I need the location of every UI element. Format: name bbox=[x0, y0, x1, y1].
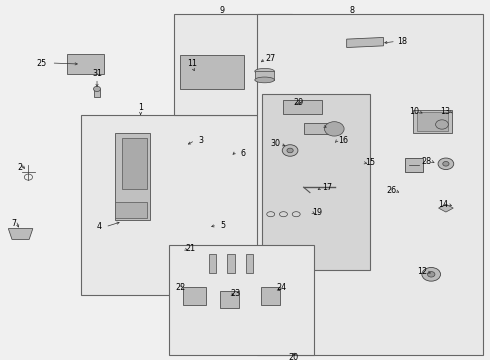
Circle shape bbox=[94, 86, 100, 91]
Ellipse shape bbox=[255, 77, 274, 83]
Text: 8: 8 bbox=[349, 5, 354, 14]
Bar bbox=[81, 115, 267, 295]
Text: 30: 30 bbox=[270, 139, 280, 148]
Text: 3: 3 bbox=[198, 136, 203, 145]
Text: 7: 7 bbox=[11, 219, 16, 228]
Bar bbox=[262, 94, 370, 270]
Text: 18: 18 bbox=[397, 37, 407, 46]
Text: 13: 13 bbox=[440, 107, 450, 116]
Text: 6: 6 bbox=[240, 148, 245, 158]
Bar bbox=[227, 253, 235, 274]
Text: 12: 12 bbox=[417, 267, 427, 276]
Text: 25: 25 bbox=[37, 58, 47, 68]
Polygon shape bbox=[8, 229, 33, 239]
Text: 21: 21 bbox=[185, 244, 195, 253]
Bar bbox=[416, 112, 448, 131]
Text: 24: 24 bbox=[277, 284, 287, 292]
Bar bbox=[255, 71, 274, 80]
Text: 15: 15 bbox=[365, 158, 375, 167]
Ellipse shape bbox=[255, 68, 274, 74]
Bar bbox=[180, 55, 244, 89]
Bar bbox=[115, 202, 147, 218]
Text: 16: 16 bbox=[338, 136, 348, 145]
Circle shape bbox=[287, 148, 293, 153]
Polygon shape bbox=[347, 37, 383, 48]
Text: 29: 29 bbox=[294, 98, 304, 107]
Text: 22: 22 bbox=[175, 284, 185, 292]
Circle shape bbox=[427, 271, 435, 277]
Bar bbox=[169, 245, 314, 355]
Bar bbox=[246, 253, 253, 274]
Text: 4: 4 bbox=[97, 222, 101, 231]
Circle shape bbox=[422, 267, 441, 281]
Bar bbox=[174, 14, 292, 115]
Text: 10: 10 bbox=[409, 107, 419, 116]
Text: 28: 28 bbox=[421, 157, 431, 166]
Bar bbox=[183, 287, 206, 305]
Bar bbox=[67, 54, 104, 74]
Circle shape bbox=[438, 158, 454, 170]
Bar bbox=[209, 253, 216, 274]
Text: 17: 17 bbox=[322, 183, 332, 192]
Text: 23: 23 bbox=[230, 289, 240, 298]
Text: 5: 5 bbox=[220, 220, 225, 230]
Bar bbox=[413, 110, 452, 134]
Circle shape bbox=[436, 120, 448, 129]
Circle shape bbox=[443, 162, 449, 166]
Text: 19: 19 bbox=[313, 208, 322, 217]
Text: 1: 1 bbox=[138, 103, 143, 112]
Polygon shape bbox=[439, 204, 453, 212]
Bar bbox=[261, 287, 280, 305]
Circle shape bbox=[282, 145, 298, 156]
Bar bbox=[405, 158, 423, 172]
Bar bbox=[304, 123, 337, 134]
Circle shape bbox=[324, 122, 344, 136]
Bar bbox=[122, 138, 147, 189]
Bar bbox=[283, 100, 322, 114]
Bar bbox=[257, 14, 483, 355]
Text: 2: 2 bbox=[17, 163, 22, 172]
Text: 11: 11 bbox=[188, 58, 197, 68]
Text: 14: 14 bbox=[439, 200, 448, 209]
Bar bbox=[115, 133, 150, 220]
Text: 20: 20 bbox=[288, 353, 298, 360]
Text: 31: 31 bbox=[92, 69, 102, 78]
Bar bbox=[94, 89, 100, 97]
Text: 26: 26 bbox=[386, 186, 396, 195]
Text: 27: 27 bbox=[266, 54, 276, 63]
Text: 9: 9 bbox=[220, 6, 224, 15]
Bar bbox=[220, 291, 239, 308]
